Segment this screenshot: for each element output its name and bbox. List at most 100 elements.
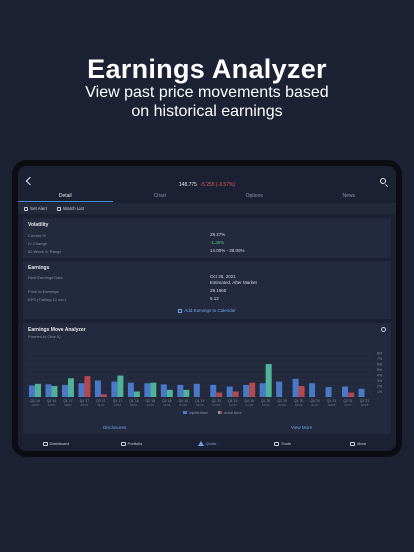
tab-news[interactable]: News	[342, 193, 355, 199]
x-tick-sublabel: 10/28	[361, 403, 369, 407]
x-tick-label: Q3 '17	[96, 399, 106, 403]
powered-by: Powered by Cboe IQ	[28, 335, 61, 339]
implied-move-bar	[29, 385, 35, 397]
tab-detail[interactable]: Detail	[18, 192, 113, 202]
nav-quote[interactable]: Quote	[169, 440, 245, 447]
x-tick-sublabel: 07/31	[147, 403, 155, 407]
earnings-move-title: Earnings Move Analyzer	[28, 327, 86, 333]
x-tick-label: Q2 '21	[343, 399, 353, 403]
implied-move-bar	[243, 384, 250, 397]
quote-icon	[197, 441, 204, 447]
hero-subtitle-line2: on historical earnings	[131, 103, 283, 120]
disclosures-link[interactable]: Disclosures	[103, 425, 127, 430]
x-tick-sublabel: 04/30	[196, 403, 204, 407]
view-more-link[interactable]: View More	[291, 425, 313, 430]
implied-move-bar	[160, 384, 167, 397]
y-tick-label: 6%	[377, 363, 382, 367]
iv-range-label: 52 Week IV Range	[28, 249, 62, 254]
top-bar: 148.775 -5.255 (-3.57%)	[18, 166, 396, 196]
actual-move-bar	[348, 392, 355, 397]
nav-trade-label: Trade	[280, 441, 292, 446]
legend-actual-swatch-up	[218, 411, 220, 414]
nav-portfolio-label: Portfolio	[127, 441, 143, 446]
next-earnings-value: Oct 28, 2021	[210, 274, 236, 279]
x-tick-sublabel: 10/29	[295, 403, 303, 407]
x-tick-sublabel: 08/01	[81, 403, 89, 407]
x-tick-label: Q4 '17	[113, 399, 123, 403]
watch-list-label: Watch List	[63, 206, 84, 211]
iv-change-value: -1.35%	[210, 240, 225, 245]
actual-move-bar	[216, 392, 223, 397]
price-change: -5.255 (-3.57%)	[200, 182, 236, 188]
legend-actual-swatch-down	[220, 411, 222, 414]
x-tick-sublabel: 05/02	[64, 403, 72, 407]
x-tick-sublabel: 07/30	[212, 403, 220, 407]
tab-options[interactable]: Options	[245, 193, 263, 199]
nav-portfolio[interactable]: Portfolio	[94, 441, 170, 446]
x-tick-sublabel: 04/30	[262, 403, 270, 407]
next-earnings-label: Next Earnings Date	[28, 275, 63, 280]
add-earnings-link[interactable]: Add Earnings to Calendar	[23, 308, 391, 313]
actual-move-bar	[67, 378, 74, 397]
quote-header: 148.775 -5.255 (-3.57%)	[18, 182, 396, 188]
volatility-title: Volatility	[28, 222, 49, 228]
pe-label: Price to Earnings	[28, 289, 59, 294]
nav-quote-label: Quote	[205, 440, 217, 446]
implied-move-bar	[276, 381, 283, 397]
info-icon[interactable]	[381, 327, 386, 332]
implied-move-bar	[358, 388, 365, 397]
actual-move-bar	[117, 375, 124, 397]
implied-move-bar	[61, 384, 68, 397]
implied-move-bar	[78, 383, 85, 397]
implied-move-bar	[325, 387, 332, 397]
x-tick-sublabel: 10/25	[31, 403, 39, 407]
x-tick-label: Q3 '19	[228, 399, 238, 403]
actual-move-bar	[249, 382, 256, 397]
set-alert-button[interactable]: Set Alert	[24, 206, 47, 211]
x-tick-label: Q1 '17	[63, 399, 73, 403]
y-tick-label: 3%	[377, 379, 382, 383]
x-tick-sublabel: 11/02	[97, 403, 105, 407]
actual-move-bar	[265, 364, 272, 397]
nav-trade[interactable]: Trade	[245, 441, 321, 446]
x-tick-label: Q2 '19	[212, 399, 222, 403]
x-tick-label: Q3 '16	[30, 399, 40, 403]
x-tick-label: Q2 '18	[146, 399, 156, 403]
actual-move-bar	[84, 376, 91, 397]
actual-move-bar	[35, 383, 41, 397]
app-screen: 148.775 -5.255 (-3.57%) Detail Chart Opt…	[18, 166, 396, 451]
y-tick-label: 4%	[377, 374, 382, 378]
actual-move-bar	[133, 391, 140, 397]
x-tick-sublabel: 11/01	[163, 403, 171, 407]
nav-dashboard[interactable]: Dashboard	[18, 441, 94, 446]
calendar-plus-icon	[178, 308, 183, 313]
add-earnings-label: Add Earnings to Calendar	[184, 308, 236, 313]
current-iv-value: 28.27%	[210, 232, 226, 237]
eps-label: EPS (Trailing 12 mo.)	[28, 297, 67, 302]
x-tick-sublabel: 01/31	[48, 403, 56, 407]
x-tick-label: Q3 '18	[162, 399, 172, 403]
tab-bar: Detail Chart Options News	[18, 192, 396, 202]
x-tick-label: Q4 '16	[47, 399, 57, 403]
legend-actual-label: Actual Move	[224, 411, 242, 415]
x-tick-sublabel: 07/30	[278, 403, 286, 407]
trade-arrows-icon	[273, 441, 279, 446]
x-tick-sublabel: 02/01	[114, 403, 122, 407]
earnings-title: Earnings	[28, 265, 50, 271]
watch-list-button[interactable]: Watch List	[57, 206, 84, 211]
x-tick-label: Q2 '20	[277, 399, 287, 403]
implied-move-bar	[45, 384, 52, 397]
tab-chart[interactable]: Chart	[153, 193, 166, 199]
actual-move-bar	[232, 391, 239, 397]
y-tick-label: 8%	[377, 352, 382, 356]
action-bar: Set Alert Watch List	[18, 203, 396, 214]
search-icon[interactable]	[380, 178, 386, 184]
actual-move-bar	[100, 394, 107, 397]
legend-implied-swatch	[183, 411, 187, 414]
x-tick-label: Q3 '21	[360, 399, 370, 403]
nav-more[interactable]: More	[320, 441, 396, 446]
iv-range-value: 14.00% - 38.00%	[210, 248, 245, 253]
bell-icon	[24, 206, 28, 211]
implied-move-bar	[292, 378, 299, 397]
